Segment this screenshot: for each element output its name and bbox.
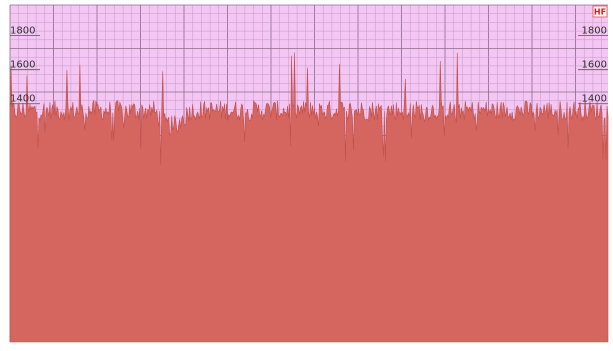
y-tick-label-right: 1800 [582,26,607,37]
y-tick-label-left: 1600 [10,60,35,71]
y-tick-label-left: 1400 [10,94,35,105]
hf-badge-box [592,5,608,18]
hf-badge[interactable]: HF [592,5,608,18]
hf-badge-label: HF [594,8,606,17]
y-tick-label-right: 1400 [582,94,607,105]
axes: 1400 1400 1600 1600 1800 1800 [10,26,608,105]
y-tick-label-right: 1600 [582,60,607,71]
y-tick-label-left: 1800 [10,26,35,37]
series-area-path [9,52,609,343]
series-area [9,52,609,343]
